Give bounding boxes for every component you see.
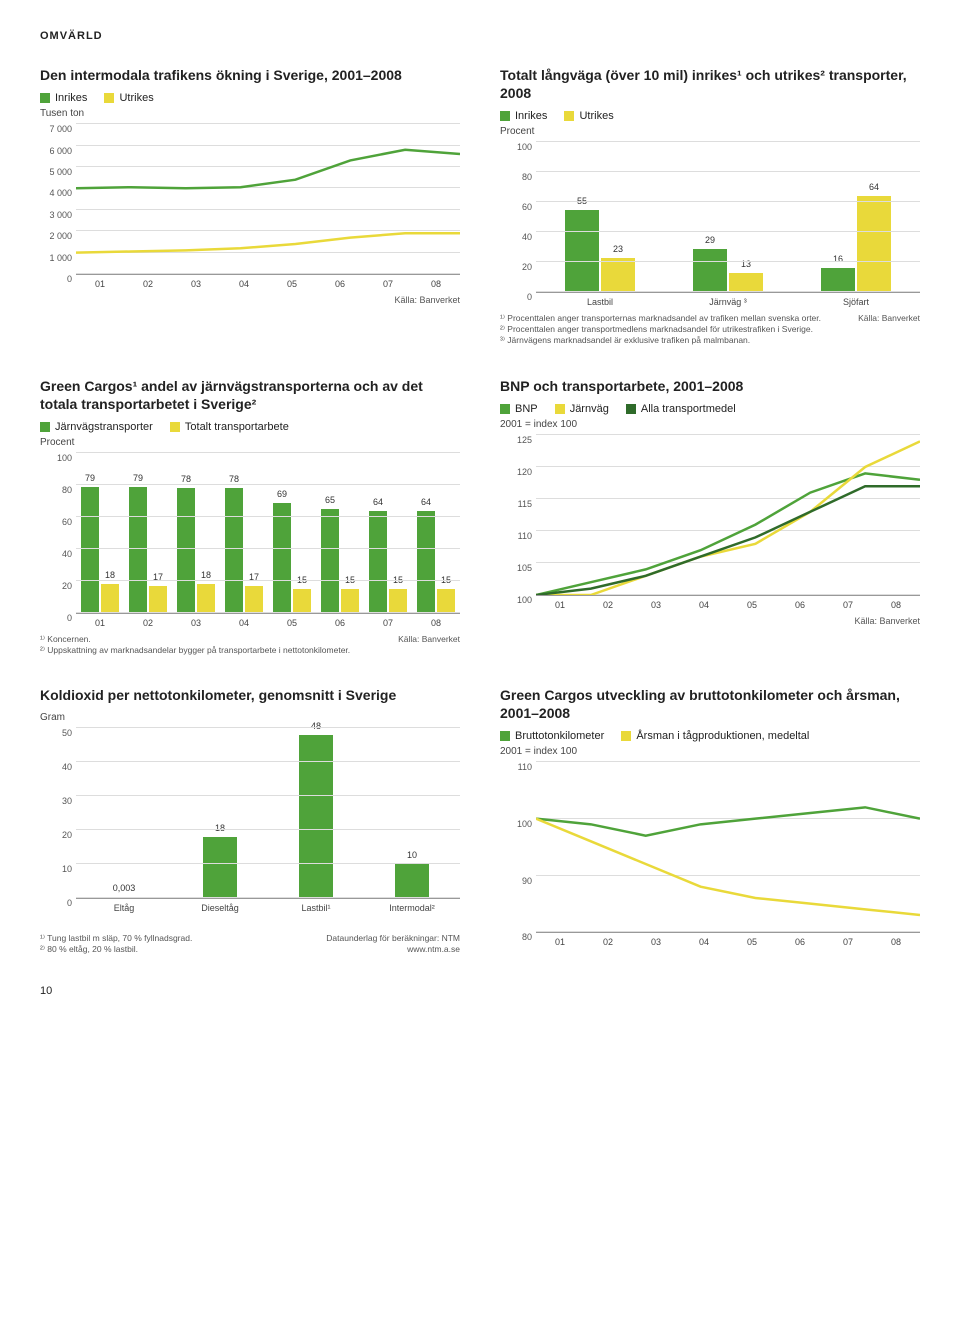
chart-2-yunit: Procent <box>500 126 920 137</box>
legend-label: Totalt transportarbete <box>185 421 289 433</box>
chart-2-legend: Inrikes Utrikes <box>500 110 920 124</box>
chart-2: Totalt långväga (över 10 mil) inrikes¹ o… <box>500 66 920 347</box>
chart-6: Green Cargos utveckling av bruttotonkilo… <box>500 686 920 955</box>
legend-label: Årsman i tågproduktionen, medeltal <box>636 730 809 742</box>
swatch-jvt <box>40 422 50 432</box>
chart-6-plot: 8090100110 <box>536 763 920 933</box>
chart-5-source-2: www.ntm.a.se <box>326 944 460 955</box>
chart-5-yunit: Gram <box>40 712 460 723</box>
swatch-arsman <box>621 731 631 741</box>
swatch-bnp <box>500 404 510 414</box>
chart-3: Green Cargos¹ andel av järnvägstransport… <box>40 377 460 656</box>
legend-label: Inrikes <box>515 110 547 122</box>
chart-1-title: Den intermodala trafikens ökning i Sveri… <box>40 66 460 84</box>
legend-label: Utrikes <box>119 92 153 104</box>
row-2: Green Cargos¹ andel av järnvägstransport… <box>40 377 920 656</box>
chart-4-xticks: 0102030405060708 <box>536 600 920 610</box>
chart-4-legend: BNP Järnväg Alla transportmedel <box>500 403 920 417</box>
legend-label: Alla transportmedel <box>641 403 736 415</box>
legend-label: Järnvägstransporter <box>55 421 153 433</box>
chart-4-yunit: 2001 = index 100 <box>500 419 920 430</box>
chart-6-yunit: 2001 = index 100 <box>500 746 920 757</box>
chart-5-xticks: EltågDieseltågLastbil¹Intermodal² <box>76 903 460 913</box>
chart-5: Koldioxid per nettotonkilometer, genomsn… <box>40 686 460 955</box>
chart-3-xticks: 0102030405060708 <box>76 618 460 628</box>
chart-4-plot: 100105110115120125 <box>536 436 920 596</box>
chart-2-xticks: LastbilJärnväg ³Sjöfart <box>536 297 920 307</box>
legend-label: Järnväg <box>570 403 609 415</box>
chart-1-xticks: 0102030405060708 <box>76 279 460 289</box>
chart-2-plot: 552329131664 020406080100 <box>536 143 920 293</box>
chart-6-title: Green Cargos utveckling av bruttotonkilo… <box>500 686 920 722</box>
chart-5-footnotes: ¹⁾ Tung lastbil m släp, 70 % fyllnadsgra… <box>40 933 460 955</box>
chart-5-title: Koldioxid per nettotonkilometer, genomsn… <box>40 686 460 704</box>
swatch-utrikes <box>104 93 114 103</box>
swatch-utrikes <box>564 111 574 121</box>
chart-2-source: Källa: Banverket <box>850 313 920 346</box>
chart-3-legend: Järnvägstransporter Totalt transportarbe… <box>40 421 460 435</box>
swatch-btk <box>500 731 510 741</box>
chart-3-source: Källa: Banverket <box>390 634 460 656</box>
chart-4: BNP och transportarbete, 2001–2008 BNP J… <box>500 377 920 656</box>
legend-label: BNP <box>515 403 538 415</box>
swatch-jarnvag <box>555 404 565 414</box>
legend-label: Inrikes <box>55 92 87 104</box>
chart-1-source: Källa: Banverket <box>40 295 460 305</box>
swatch-inrikes <box>500 111 510 121</box>
legend-label: Utrikes <box>579 110 613 122</box>
chart-6-xticks: 0102030405060708 <box>536 937 920 947</box>
chart-2-footnotes: ¹⁾ Procenttalen anger transporternas mar… <box>500 313 920 346</box>
chart-5-source-1: Dataunderlag för beräkningar: NTM <box>326 933 460 944</box>
chart-1-legend: Inrikes Utrikes <box>40 92 460 106</box>
chart-3-title: Green Cargos¹ andel av järnvägstransport… <box>40 377 460 413</box>
chart-3-plot: 79187917781878176915651564156415 0204060… <box>76 454 460 614</box>
swatch-tot <box>170 422 180 432</box>
chart-1-plot: 01 0002 0003 0004 0005 0006 0007 000 <box>76 125 460 275</box>
chart-1: Den intermodala trafikens ökning i Sveri… <box>40 66 460 347</box>
row-1: Den intermodala trafikens ökning i Sveri… <box>40 66 920 347</box>
row-3: Koldioxid per nettotonkilometer, genomsn… <box>40 686 920 955</box>
chart-3-footnotes: ¹⁾ Koncernen.²⁾ Uppskattning av marknads… <box>40 634 460 656</box>
chart-6-legend: Bruttotonkilometer Årsman i tågproduktio… <box>500 730 920 744</box>
swatch-inrikes <box>40 93 50 103</box>
chart-1-yunit: Tusen ton <box>40 108 460 119</box>
legend-label: Bruttotonkilometer <box>515 730 604 742</box>
swatch-alla <box>626 404 636 414</box>
chart-4-source: Källa: Banverket <box>500 616 920 626</box>
page-number: 10 <box>40 985 920 997</box>
chart-3-yunit: Procent <box>40 437 460 448</box>
chart-4-title: BNP och transportarbete, 2001–2008 <box>500 377 920 395</box>
chart-2-title: Totalt långväga (över 10 mil) inrikes¹ o… <box>500 66 920 102</box>
section-label: OMVÄRLD <box>40 30 920 42</box>
chart-5-plot: 0,003184810 01020304050 <box>76 729 460 899</box>
